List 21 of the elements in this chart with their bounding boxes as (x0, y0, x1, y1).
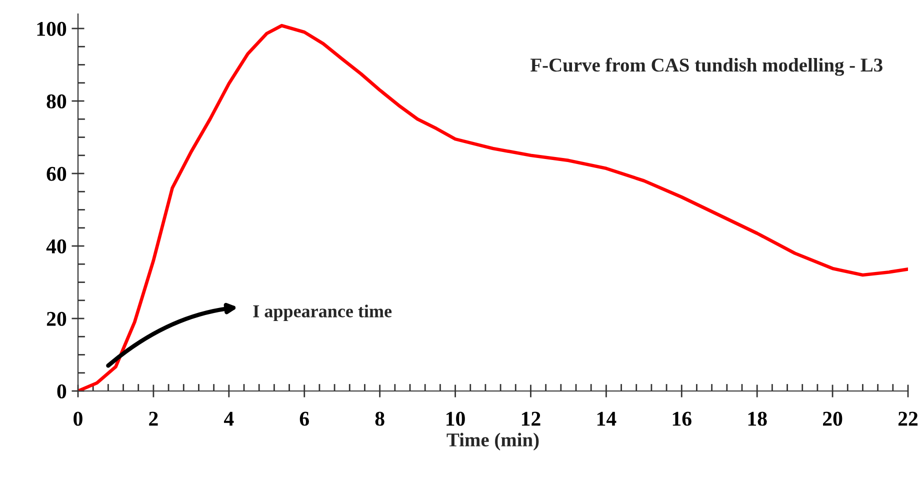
x-tick-label: 12 (522, 412, 540, 426)
x-tick-label: 14 (597, 412, 616, 426)
x-axis-title: Time (min) (446, 432, 539, 450)
x-tick-label: 20 (823, 412, 842, 426)
y-tick-label: 100 (37, 22, 66, 36)
x-tick-label: 16 (672, 412, 692, 426)
y-tick-label: 40 (46, 239, 66, 254)
x-tick-label: 6 (300, 412, 309, 426)
y-tick-label: 60 (46, 166, 66, 181)
annotation: I appearance time (253, 304, 392, 322)
y-tick-label: 0 (57, 384, 66, 398)
x-tick-label: 4 (224, 412, 234, 426)
y-tick-label: 20 (46, 312, 66, 326)
x-tick-label: 10 (446, 412, 465, 426)
x-tick-label: 0 (74, 412, 82, 426)
x-tick-label: 2 (149, 412, 158, 426)
x-tick-label: 22 (898, 412, 918, 426)
x-tick-label: 18 (748, 412, 767, 426)
x-tick-label: 8 (375, 412, 384, 426)
y-tick-label: 80 (46, 94, 66, 108)
text: F-Curve from CAS tundish modelling - L3 (530, 58, 882, 76)
